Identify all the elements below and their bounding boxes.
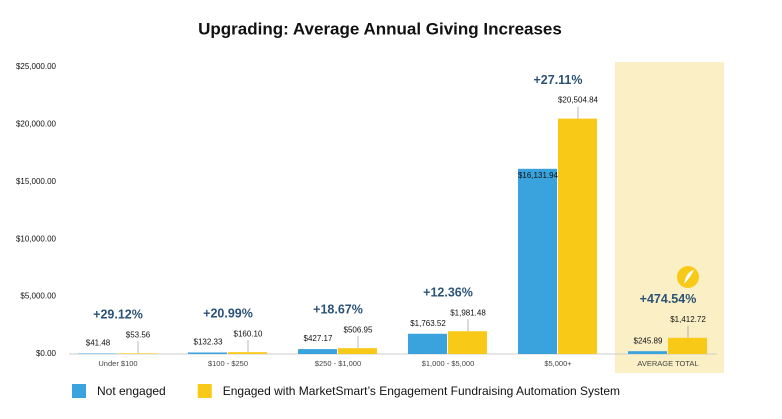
x-tick-label: $250 - $1,000: [315, 359, 361, 368]
x-tick-label: Under $100: [98, 359, 137, 368]
y-tick-label: $20,000.00: [16, 120, 57, 129]
bar: [188, 352, 227, 354]
value-label: $1,981.48: [450, 308, 486, 317]
bar: [338, 348, 377, 354]
chart-title: Upgrading: Average Annual Giving Increas…: [198, 19, 562, 38]
change-label: +474.54%: [640, 292, 697, 306]
bar: [558, 118, 597, 355]
x-tick-label: AVERAGE TOTAL: [637, 359, 698, 368]
legend-label: Engaged with MarketSmart’s Engagement Fu…: [223, 384, 620, 398]
value-label: $245.89: [634, 336, 663, 345]
change-label: +27.11%: [533, 73, 582, 87]
value-label: $1,412.72: [670, 315, 706, 324]
y-tick-label: $25,000.00: [16, 62, 57, 71]
value-label: $1,763.52: [410, 319, 446, 328]
bar: [298, 349, 337, 354]
icon-leaf: [684, 270, 694, 284]
value-label: $16,131.94: [518, 171, 559, 180]
value-label: $506.95: [344, 325, 373, 334]
value-label: $20,504.84: [558, 96, 599, 105]
y-tick-label: $10,000.00: [16, 234, 57, 243]
change-label: +18.67%: [313, 302, 363, 316]
y-tick-label: $0.00: [36, 349, 57, 358]
change-label: +29.12%: [93, 308, 143, 322]
bar: [118, 353, 157, 354]
value-label: $160.10: [234, 329, 263, 338]
value-label: $427.17: [304, 334, 333, 343]
change-label: +20.99%: [203, 306, 253, 320]
highlight-panel: [615, 62, 724, 373]
y-tick-label: $5,000.00: [20, 292, 56, 301]
bar: [518, 168, 557, 354]
value-label: $132.33: [194, 338, 223, 347]
legend-label: Not engaged: [97, 384, 166, 398]
value-label: $53.56: [126, 330, 151, 339]
x-tick-label: $5,000+: [544, 359, 572, 368]
bar: [628, 351, 667, 354]
value-label: $41.48: [86, 339, 111, 348]
x-tick-label: $100 - $250: [208, 359, 248, 368]
legend-swatch: [72, 384, 86, 398]
bar: [448, 331, 487, 354]
bar: [228, 352, 267, 354]
x-tick-label: $1,000 - $5,000: [422, 359, 475, 368]
bar: [668, 337, 707, 354]
legend-swatch: [197, 384, 212, 398]
change-label: +12.36%: [423, 286, 473, 300]
y-tick-label: $15,000.00: [16, 177, 57, 186]
bar: [408, 333, 447, 354]
